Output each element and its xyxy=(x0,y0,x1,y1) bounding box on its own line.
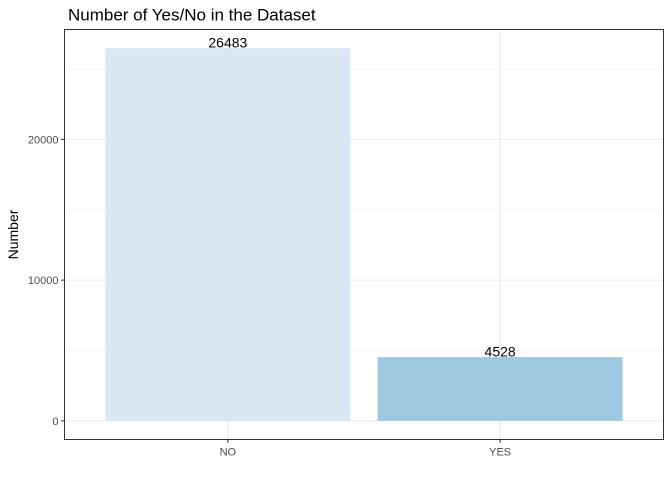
x-axis-ticks: NO YES xyxy=(220,439,511,459)
data-label-yes: 4528 xyxy=(485,344,516,360)
y-tick-label: 20000 xyxy=(28,134,59,146)
y-axis-ticks: 0 10000 20000 xyxy=(28,134,65,428)
y-tick-label: 0 xyxy=(52,416,58,428)
y-tick-label: 10000 xyxy=(28,275,59,287)
panel-border xyxy=(64,29,664,440)
bar-no xyxy=(105,48,351,421)
bar-yes xyxy=(377,357,623,421)
chart-title: Number of Yes/No in the Dataset xyxy=(68,6,316,25)
x-tick-label: NO xyxy=(220,447,237,459)
y-axis-label: Number xyxy=(5,209,21,259)
x-tick-label: YES xyxy=(489,447,511,459)
data-label-no: 26483 xyxy=(208,35,247,51)
bars xyxy=(105,48,623,421)
data-labels: 26483 4528 xyxy=(208,35,516,360)
